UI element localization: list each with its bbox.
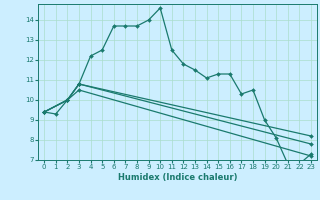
X-axis label: Humidex (Indice chaleur): Humidex (Indice chaleur) xyxy=(118,173,237,182)
